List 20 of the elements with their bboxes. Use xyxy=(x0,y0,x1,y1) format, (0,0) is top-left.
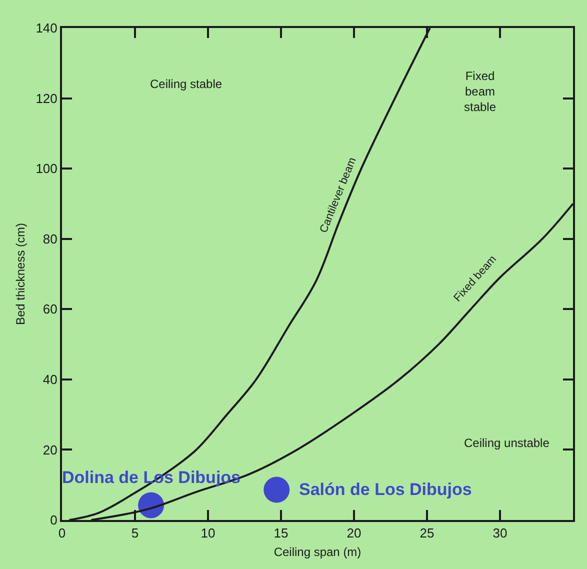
annotation: Fixed beam stable xyxy=(464,69,496,114)
annotation: Ceiling unstable xyxy=(464,436,550,450)
y-tick-label: 20 xyxy=(42,442,58,458)
y-axis-title: Bed thickness (cm) xyxy=(13,222,28,326)
x-axis-title: Ceiling span (m) xyxy=(274,545,362,559)
x-tick-label: 10 xyxy=(200,526,216,541)
x-tick-label: 5 xyxy=(131,526,139,541)
y-tick-label: 60 xyxy=(42,302,58,317)
series-label: Salón de Los Dibujos xyxy=(299,480,472,499)
y-tick-label: 80 xyxy=(42,231,58,246)
y-tick-label: 40 xyxy=(42,372,58,387)
x-tick-label: 15 xyxy=(274,526,288,541)
y-tick-label: 100 xyxy=(36,161,58,176)
annotation: Ceiling stable xyxy=(150,77,222,91)
y-tick-label: 120 xyxy=(36,90,58,106)
x-tick-label: 30 xyxy=(492,526,508,541)
x-tick-label: 25 xyxy=(420,526,434,541)
y-tick-label: 0 xyxy=(50,512,58,528)
y-tick-label: 140 xyxy=(36,20,58,36)
x-tick-label: 20 xyxy=(346,526,362,541)
